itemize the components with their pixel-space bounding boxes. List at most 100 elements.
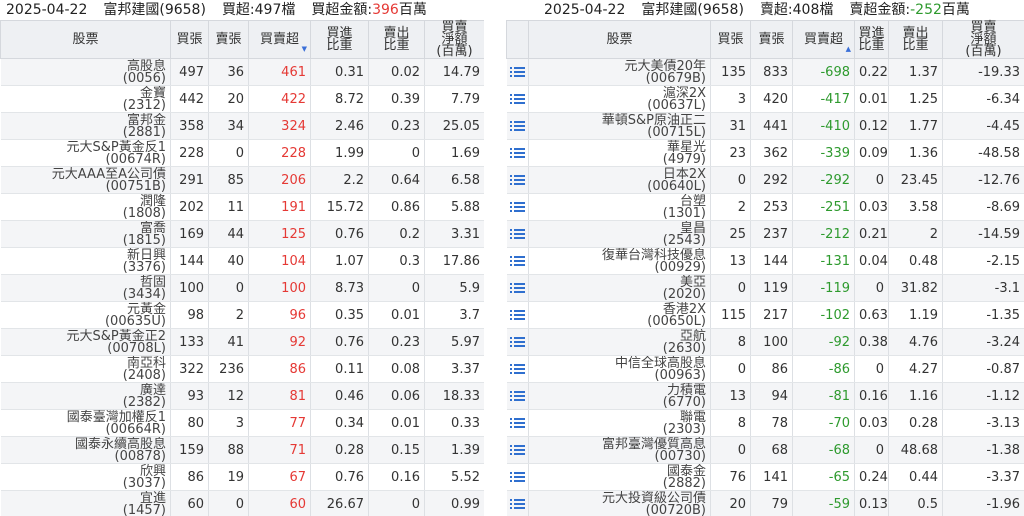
row-action-cell[interactable] — [506, 463, 529, 491]
column-header-sell[interactable]: 賣張 — [750, 20, 793, 59]
stock-name-cell[interactable]: 宜進 (1457) — [0, 490, 171, 516]
stock-name-cell[interactable]: 富邦金 (2881) — [0, 112, 171, 140]
row-action-cell[interactable] — [506, 436, 529, 464]
table-row[interactable]: 富邦臺灣優質高息 (00730) 0 68 -68 0 48.68 -1.38 — [506, 436, 1024, 464]
row-action-cell[interactable] — [506, 490, 529, 516]
list-icon[interactable] — [509, 363, 525, 375]
row-action-cell[interactable] — [506, 112, 529, 140]
table-row[interactable]: 國泰永續高股息 (00878) 159 88 71 0.28 0.15 1.39 — [0, 436, 484, 464]
stock-name[interactable]: 復華台灣科技優息 — [601, 247, 706, 263]
stock-name-cell[interactable]: 南亞科 (2408) — [0, 355, 171, 383]
stock-name-cell[interactable]: 哲固 (3434) — [0, 274, 171, 302]
stock-name-cell[interactable]: 欣興 (3037) — [0, 463, 171, 491]
table-row[interactable]: 聯電 (2303) 8 78 -70 0.03 0.28 -3.13 — [506, 409, 1024, 437]
stock-name[interactable]: 元黃金 — [126, 301, 166, 317]
stock-name[interactable]: 金寶 — [139, 85, 166, 101]
list-icon[interactable] — [509, 417, 525, 429]
stock-name-cell[interactable]: 富喬 (1815) — [0, 220, 171, 248]
stock-name[interactable]: 亞航 — [679, 328, 706, 344]
stock-name[interactable]: 富喬 — [139, 220, 166, 236]
table-row[interactable]: 復華台灣科技優息 (00929) 13 144 -131 0.04 0.48 -2.15 — [506, 247, 1024, 275]
table-row[interactable]: 元黃金 (00635U) 98 2 96 0.35 0.01 3.7 — [0, 301, 484, 329]
row-action-cell[interactable] — [506, 409, 529, 437]
stock-name-cell[interactable]: 金寶 (2312) — [0, 85, 171, 113]
stock-name-cell[interactable]: 聯電 (2303) — [528, 409, 711, 437]
table-row[interactable]: 哲固 (3434) 100 0 100 8.73 0 5.9 — [0, 274, 484, 302]
table-row[interactable]: 元大S&P黃金正2 (00708L) 133 41 92 0.76 0.23 5.97 — [0, 328, 484, 356]
stock-name[interactable]: 中信全球高股息 — [614, 355, 706, 371]
table-row[interactable]: 元大投資級公司債 (00720B) 20 79 -59 0.13 0.5 -1.96 — [506, 490, 1024, 516]
stock-name-cell[interactable]: 元黃金 (00635U) — [0, 301, 171, 329]
row-action-cell[interactable] — [506, 274, 529, 302]
stock-name[interactable]: 哲固 — [139, 274, 166, 290]
row-action-cell[interactable] — [506, 193, 529, 221]
stock-name[interactable]: 國泰永續高股息 — [74, 436, 166, 452]
table-row[interactable]: 金寶 (2312) 442 20 422 8.72 0.39 7.79 — [0, 85, 484, 113]
stock-name[interactable]: 欣興 — [139, 463, 166, 479]
stock-name[interactable]: 香港2X — [662, 301, 706, 317]
list-icon[interactable] — [509, 147, 525, 159]
stock-name[interactable]: 力積電 — [666, 382, 706, 398]
stock-name[interactable]: 元大S&P黃金正2 — [66, 328, 167, 344]
stock-name-cell[interactable]: 元大S&P黃金反1 (00674R) — [0, 139, 171, 167]
table-row[interactable]: 國泰金 (2882) 76 141 -65 0.24 0.44 -3.37 — [506, 463, 1024, 491]
stock-name[interactable]: 南亞科 — [126, 355, 166, 371]
stock-name[interactable]: 新日興 — [126, 247, 166, 263]
stock-name[interactable]: 元大AAA至A公司債 — [51, 166, 166, 182]
table-row[interactable]: 力積電 (6770) 13 94 -81 0.16 1.16 -1.12 — [506, 382, 1024, 410]
stock-name[interactable]: 潤隆 — [139, 193, 166, 209]
column-header-stock[interactable]: 股票 — [528, 20, 711, 59]
table-row[interactable]: 日本2X (00640L) 0 292 -292 0 23.45 -12.76 — [506, 166, 1024, 194]
stock-name[interactable]: 元大S&P黃金反1 — [66, 139, 167, 155]
stock-name-cell[interactable]: 滬深2X (00637L) — [528, 85, 711, 113]
stock-name-cell[interactable]: 復華台灣科技優息 (00929) — [528, 247, 711, 275]
stock-name-cell[interactable]: 高股息 (0056) — [0, 58, 171, 86]
table-row[interactable]: 台塑 (1301) 2 253 -251 0.03 3.58 -8.69 — [506, 193, 1024, 221]
stock-name[interactable]: 聯電 — [679, 409, 706, 425]
table-row[interactable]: 元大美債20年 (00679B) 135 833 -698 0.22 1.37 -19.33 — [506, 58, 1024, 86]
stock-name[interactable]: 富邦臺灣優質高息 — [601, 436, 706, 452]
table-row[interactable]: 中信全球高股息 (00963) 0 86 -86 0 4.27 -0.87 — [506, 355, 1024, 383]
stock-name-cell[interactable]: 華星光 (4979) — [528, 139, 711, 167]
stock-name[interactable]: 元大投資級公司債 — [601, 490, 706, 506]
row-action-cell[interactable] — [506, 301, 529, 329]
column-header-amount[interactable]: 買賣 淨額 (百萬) — [424, 20, 484, 59]
row-action-cell[interactable] — [506, 58, 529, 86]
list-icon[interactable] — [509, 201, 525, 213]
stock-name[interactable]: 國泰臺灣加權反1 — [66, 409, 166, 425]
row-action-cell[interactable] — [506, 139, 529, 167]
stock-name-cell[interactable]: 力積電 (6770) — [528, 382, 711, 410]
list-icon[interactable] — [509, 390, 525, 402]
column-header-net[interactable]: 買賣超 — [792, 20, 855, 59]
stock-name[interactable]: 滬深2X — [662, 85, 706, 101]
list-icon[interactable] — [509, 66, 525, 78]
table-row[interactable]: 滬深2X (00637L) 3 420 -417 0.01 1.25 -6.34 — [506, 85, 1024, 113]
column-header-net[interactable]: 買賣超 — [248, 20, 311, 59]
row-action-cell[interactable] — [506, 382, 529, 410]
table-row[interactable]: 新日興 (3376) 144 40 104 1.07 0.3 17.86 — [0, 247, 484, 275]
column-header-stock[interactable]: 股票 — [0, 20, 171, 59]
list-icon[interactable] — [509, 282, 525, 294]
table-row[interactable]: 美亞 (2020) 0 119 -119 0 31.82 -3.1 — [506, 274, 1024, 302]
column-header-sell[interactable]: 賣張 — [208, 20, 249, 59]
table-row[interactable]: 宜進 (1457) 60 0 60 26.67 0 0.99 — [0, 490, 484, 516]
table-row[interactable]: 南亞科 (2408) 322 236 86 0.11 0.08 3.37 — [0, 355, 484, 383]
stock-name-cell[interactable]: 香港2X (00650L) — [528, 301, 711, 329]
table-row[interactable]: 華頓S&P原油正二 (00715L) 31 441 -410 0.12 1.77 -4.45 — [506, 112, 1024, 140]
table-row[interactable]: 高股息 (0056) 497 36 461 0.31 0.02 14.79 — [0, 58, 484, 86]
stock-name-cell[interactable]: 富邦臺灣優質高息 (00730) — [528, 436, 711, 464]
stock-name-cell[interactable]: 元大美債20年 (00679B) — [528, 58, 711, 86]
stock-name[interactable]: 台塑 — [679, 193, 706, 209]
table-row[interactable]: 元大S&P黃金反1 (00674R) 228 0 228 1.99 0 1.69 — [0, 139, 484, 167]
table-row[interactable]: 亞航 (2630) 8 100 -92 0.38 4.76 -3.24 — [506, 328, 1024, 356]
stock-name-cell[interactable]: 元大S&P黃金正2 (00708L) — [0, 328, 171, 356]
stock-name-cell[interactable]: 美亞 (2020) — [528, 274, 711, 302]
stock-name-cell[interactable]: 元大AAA至A公司債 (00751B) — [0, 166, 171, 194]
list-icon[interactable] — [509, 255, 525, 267]
stock-name-cell[interactable]: 皇昌 (2543) — [528, 220, 711, 248]
list-icon[interactable] — [509, 93, 525, 105]
column-header-buy-ratio[interactable]: 買進 比重 — [310, 20, 369, 59]
stock-name-cell[interactable]: 元大投資級公司債 (00720B) — [528, 490, 711, 516]
column-header-amount[interactable]: 買賣 淨額 (百萬) — [942, 20, 1024, 59]
table-row[interactable]: 富邦金 (2881) 358 34 324 2.46 0.23 25.05 — [0, 112, 484, 140]
